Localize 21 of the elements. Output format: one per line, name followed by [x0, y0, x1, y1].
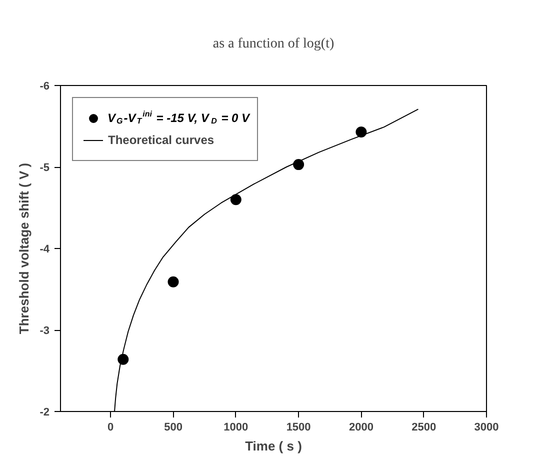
- y-tick-label: -6: [40, 80, 50, 92]
- y-tick-label: -2: [40, 406, 50, 418]
- y-tick-label: -5: [40, 162, 50, 174]
- point: [168, 276, 179, 288]
- point: [293, 159, 304, 170]
- y-axis-title: Threshold voltage shift ( V ): [16, 162, 32, 334]
- point: [356, 126, 367, 138]
- chart-title: as a function of log(t): [212, 36, 334, 52]
- x-axis-title: Time ( s ): [245, 438, 302, 454]
- x-tick-label: 2000: [348, 422, 374, 434]
- x-tick-label: 1000: [224, 422, 248, 434]
- point: [230, 194, 242, 206]
- x-tick-label: 500: [164, 422, 182, 434]
- x-tick-label: 2500: [412, 422, 436, 434]
- x-tick-label: 0: [108, 422, 114, 434]
- x-tick-label: 1500: [286, 422, 311, 434]
- point: [118, 354, 129, 365]
- y-tick-label: -3: [40, 325, 50, 337]
- x-tick-label: 3000: [474, 422, 499, 434]
- legend-label: Theoretical curves: [108, 133, 216, 147]
- y-tick-label: -4: [40, 244, 50, 256]
